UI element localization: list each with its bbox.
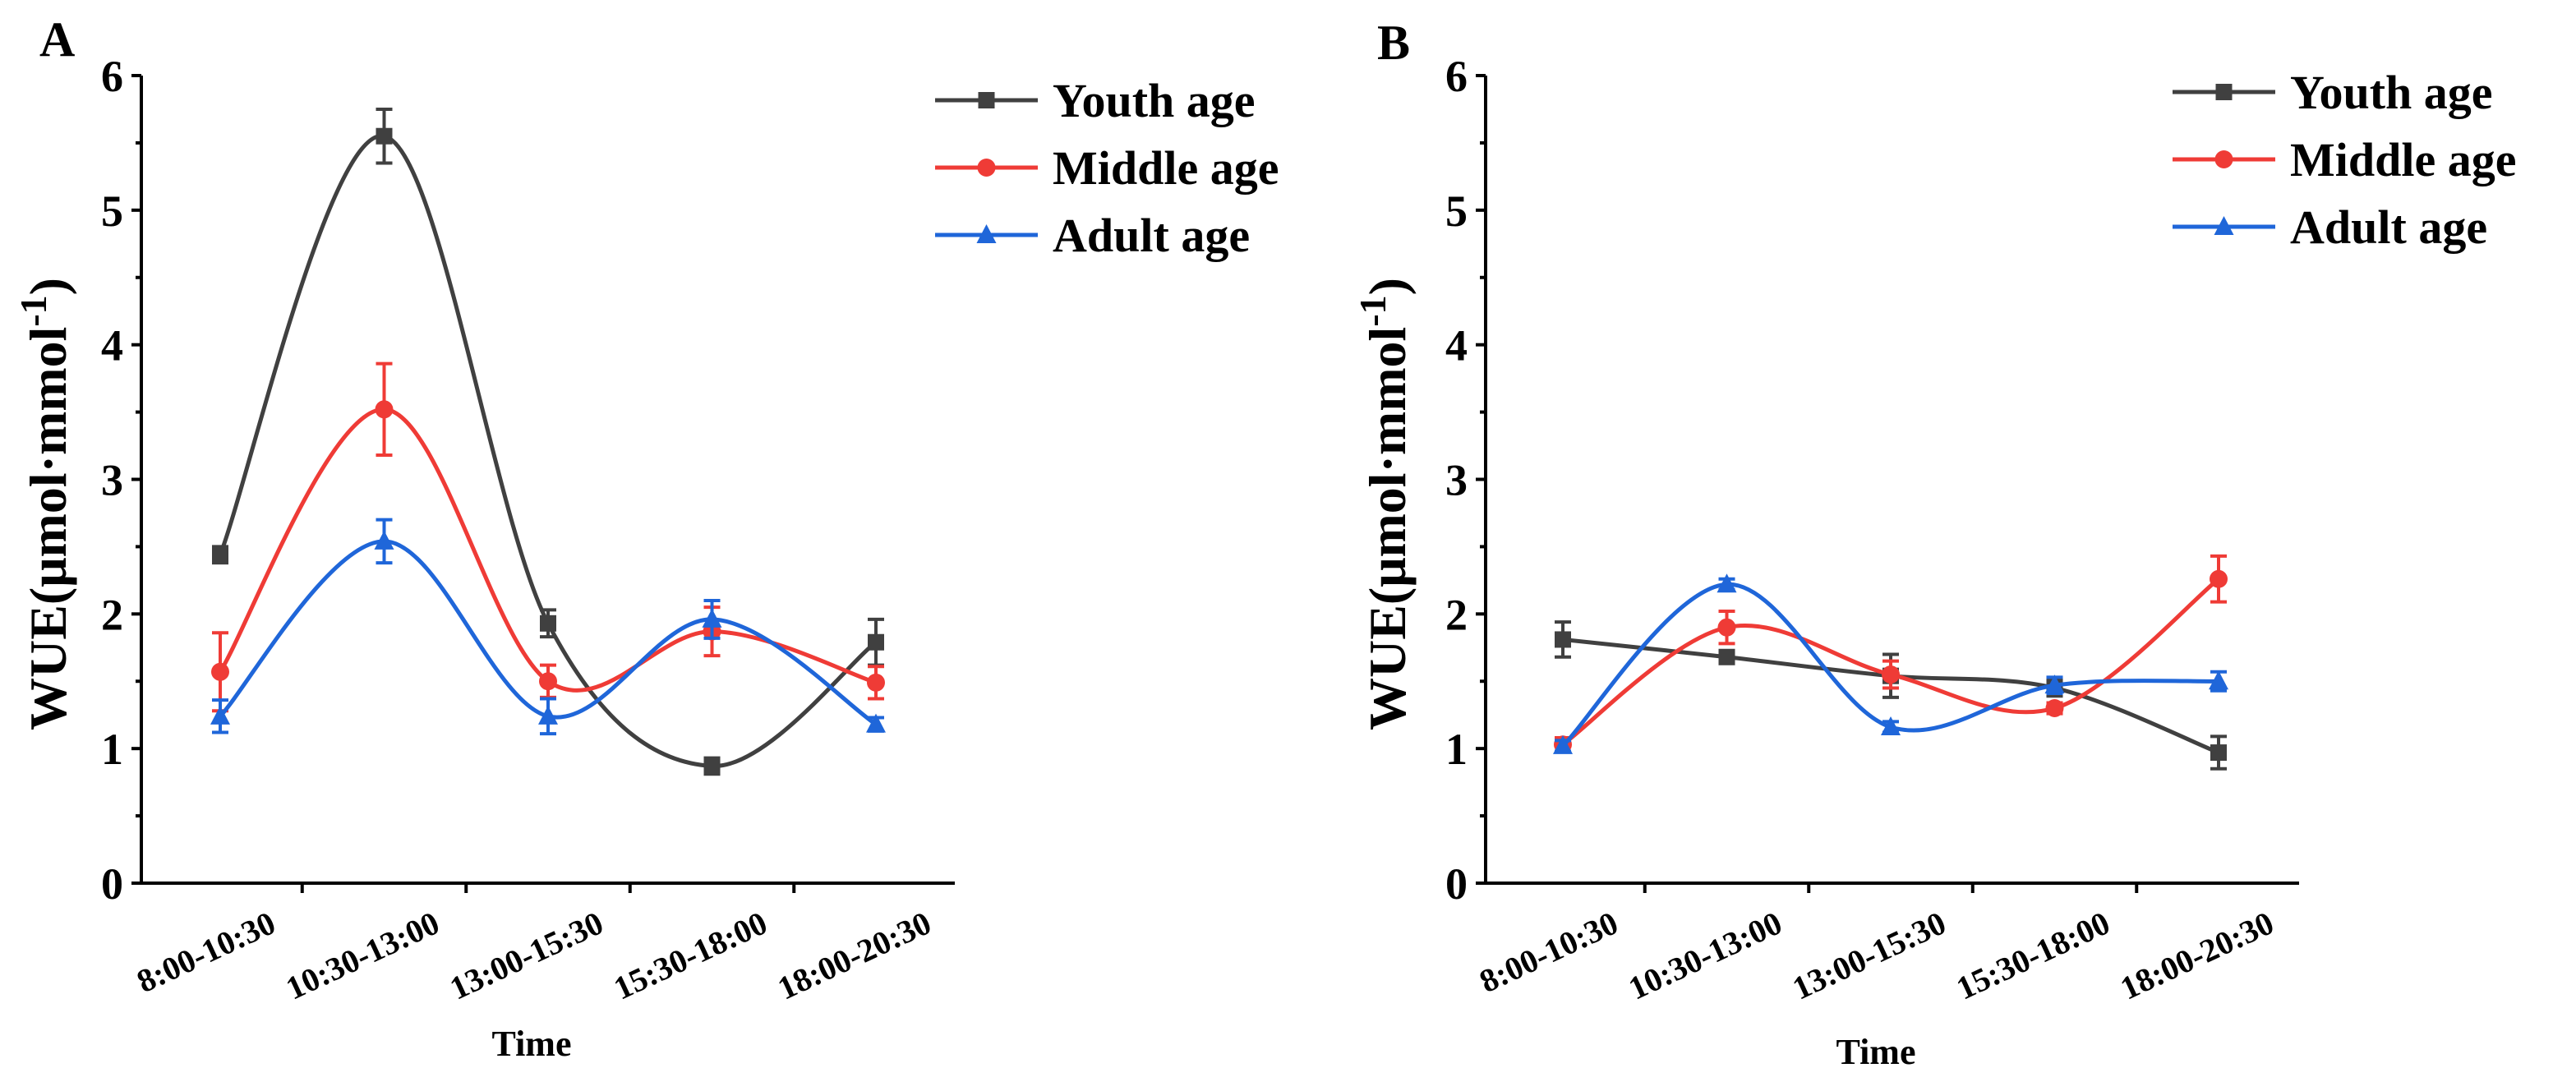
series-line [218, 407, 877, 693]
data-point [1717, 618, 1736, 637]
legend-label: Middle age [2290, 133, 2516, 186]
y-tick-label: 3 [101, 456, 123, 505]
series-adult-age [210, 518, 886, 736]
data-point [2045, 699, 2064, 718]
data-point [1555, 631, 1571, 648]
data-point [210, 705, 230, 725]
y-axis-title-superscript: -1 [1352, 295, 1394, 326]
data-point [703, 757, 721, 775]
legend-label: Adult age [1053, 209, 1250, 262]
x-tick-label: 8:00-10:30 [131, 904, 281, 1000]
panel-a: A 0 1 2 3 4 5 6 8:00-10:30 10:30-13:00 13:00-15:30… [12, 12, 1279, 1064]
data-point [540, 615, 556, 632]
x-tick-label: 13:00-15:30 [445, 904, 609, 1006]
legend-marker [2214, 216, 2234, 235]
y-axis-title: WUE(μmol·mmol-1) [12, 278, 77, 730]
data-point [867, 673, 885, 692]
series-middle-age [1554, 554, 2228, 754]
y-tick-label: 4 [101, 321, 123, 371]
panel-label: A [39, 12, 75, 67]
y-axis-title-close: ) [1358, 278, 1417, 295]
y-tick-label: 6 [1445, 52, 1468, 101]
data-point [211, 662, 229, 681]
data-point [212, 546, 228, 564]
legend-marker [977, 159, 996, 177]
y-axis-title-superscript: -1 [12, 295, 54, 326]
y-axis-title-close: ) [19, 278, 77, 295]
x-tick-label: 18:00-20:30 [772, 904, 937, 1006]
x-axis-title: Time [492, 1024, 572, 1064]
y-tick-label: 4 [1445, 321, 1468, 371]
x-tick-label: 15:30-18:00 [608, 904, 772, 1006]
data-point [2209, 670, 2228, 690]
series-middle-age [211, 361, 885, 713]
panel-label: B [1377, 16, 1410, 70]
series-youth-age [212, 107, 884, 776]
x-tick-label: 10:30-13:00 [280, 904, 445, 1006]
data-point [868, 633, 884, 651]
data-point [1881, 716, 1901, 735]
y-tick-label: 3 [1445, 456, 1468, 505]
data-point [539, 672, 557, 691]
series-line [1561, 582, 2219, 748]
series-line [219, 539, 878, 726]
legend-label: Middle age [1053, 141, 1279, 195]
y-tick-label: 5 [1445, 186, 1468, 236]
y-axis-title: WUE(μmol·mmol-1) [1352, 278, 1417, 730]
data-point [2210, 569, 2228, 588]
x-tick-label: 18:00-20:30 [2115, 904, 2279, 1006]
legend-marker [2214, 150, 2233, 168]
legend-label: Adult age [2290, 200, 2487, 254]
x-tick-label: 10:30-13:00 [1623, 904, 1787, 1006]
y-axis-title-main: WUE(μmol·mmol [1358, 327, 1417, 730]
y-tick-label: 5 [101, 186, 123, 236]
series-adult-age [1553, 573, 2228, 754]
data-point [1718, 648, 1735, 665]
data-point [1882, 665, 1900, 684]
y-tick-label: 2 [101, 590, 123, 639]
data-point [538, 705, 558, 725]
y-tick-label: 1 [1445, 725, 1468, 774]
y-tick-label: 6 [101, 52, 123, 101]
legend-marker [976, 224, 997, 243]
legend-label: Youth age [1053, 74, 1256, 127]
legend-marker [978, 92, 995, 108]
x-axis-title: Time [1836, 1032, 1916, 1072]
y-tick-label: 0 [1445, 859, 1468, 909]
data-point [1717, 573, 1737, 593]
panel-b: B 0 1 2 3 4 5 6 8:00-10:30 10:30-13:00 13:00-15:30… [1352, 16, 2516, 1072]
x-tick-label: 15:30-18:00 [1951, 904, 2115, 1006]
y-tick-label: 1 [101, 725, 123, 774]
series-line [218, 134, 878, 768]
data-point [866, 713, 886, 733]
y-tick-label: 2 [1445, 590, 1468, 639]
data-point [1553, 734, 1573, 754]
data-point [374, 530, 394, 550]
y-tick-label: 0 [101, 859, 123, 909]
legend-label: Youth age [2290, 66, 2493, 119]
data-point [702, 608, 722, 628]
data-point [2044, 674, 2065, 694]
legend-marker [2215, 84, 2233, 100]
data-point [2210, 744, 2227, 762]
series-youth-age [1555, 620, 2227, 771]
data-point [376, 127, 393, 145]
x-tick-label: 13:00-15:30 [1787, 904, 1952, 1006]
data-point [375, 400, 394, 419]
x-tick-label: 8:00-10:30 [1474, 904, 1624, 1000]
y-axis-title-main: WUE(μmol·mmol [19, 327, 77, 730]
